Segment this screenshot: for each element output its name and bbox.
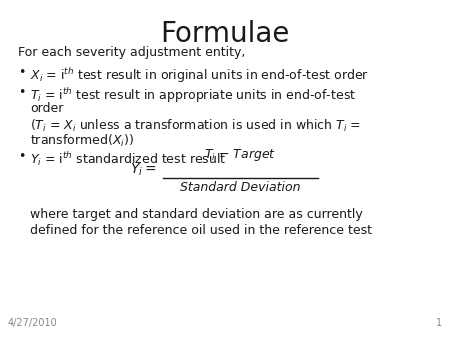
Text: $Y_i =$: $Y_i =$ [130, 162, 157, 178]
Text: where target and standard deviation are as currently: where target and standard deviation are … [30, 208, 363, 221]
Text: $X_i$ = i$^{th}$ test result in original units in end-of-test order: $X_i$ = i$^{th}$ test result in original… [30, 66, 369, 85]
Text: $T_i$ = i$^{th}$ test result in appropriate units in end-of-test: $T_i$ = i$^{th}$ test result in appropri… [30, 86, 356, 105]
Text: ($T_i$ = $X_i$ unless a transformation is used in which $T_i$ =: ($T_i$ = $X_i$ unless a transformation i… [30, 118, 361, 134]
Text: •: • [18, 86, 25, 99]
Text: Standard Deviation: Standard Deviation [180, 181, 300, 194]
Text: For each severity adjustment entity,: For each severity adjustment entity, [18, 46, 245, 59]
Text: $T_i$ $-$ Target: $T_i$ $-$ Target [204, 147, 276, 163]
Text: Formulae: Formulae [160, 20, 290, 48]
Text: defined for the reference oil used in the reference test: defined for the reference oil used in th… [30, 224, 372, 237]
Text: 4/27/2010: 4/27/2010 [8, 318, 58, 328]
Text: transformed($X_i$)): transformed($X_i$)) [30, 133, 134, 149]
Text: order: order [30, 102, 63, 115]
Text: $Y_i$ = i$^{th}$ standardized test result: $Y_i$ = i$^{th}$ standardized test resul… [30, 150, 226, 168]
Text: 1: 1 [436, 318, 442, 328]
Text: •: • [18, 150, 25, 163]
Text: •: • [18, 66, 25, 79]
